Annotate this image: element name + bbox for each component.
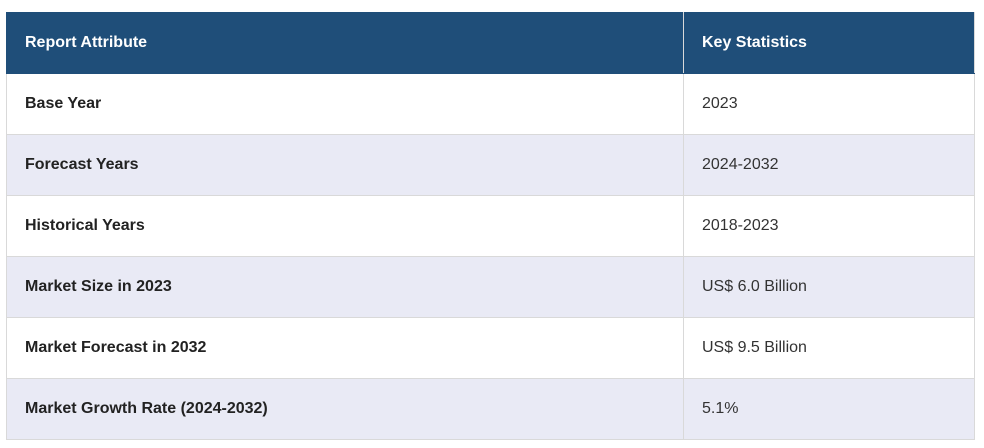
value-cell: 2018-2023 (683, 195, 975, 257)
table-row: Base Year 2023 (6, 73, 975, 135)
value-cell: 5.1% (683, 378, 975, 440)
attribute-cell: Forecast Years (6, 134, 684, 196)
stats-table: Report Attribute Key Statistics Base Yea… (6, 12, 975, 440)
attribute-cell: Historical Years (6, 195, 684, 257)
table-row: Market Growth Rate (2024-2032) 5.1% (6, 378, 975, 440)
table-row: Forecast Years 2024-2032 (6, 134, 975, 196)
attribute-cell: Market Size in 2023 (6, 256, 684, 318)
table-row: Market Size in 2023 US$ 6.0 Billion (6, 256, 975, 318)
value-cell: US$ 9.5 Billion (683, 317, 975, 379)
value-cell: US$ 6.0 Billion (683, 256, 975, 318)
attribute-cell: Market Growth Rate (2024-2032) (6, 378, 684, 440)
table-row: Historical Years 2018-2023 (6, 195, 975, 257)
header-cell: Key Statistics (683, 12, 975, 74)
header-cell: Report Attribute (6, 12, 684, 74)
value-cell: 2023 (683, 73, 975, 135)
header-row: Report Attribute Key Statistics (6, 12, 975, 74)
value-cell: 2024-2032 (683, 134, 975, 196)
attribute-cell: Base Year (6, 73, 684, 135)
table-row: Market Forecast in 2032 US$ 9.5 Billion (6, 317, 975, 379)
attribute-cell: Market Forecast in 2032 (6, 317, 684, 379)
